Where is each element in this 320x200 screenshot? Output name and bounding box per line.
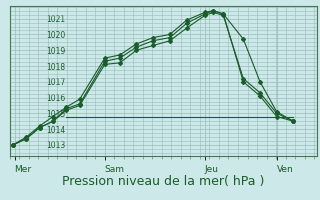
X-axis label: Pression niveau de la mer( hPa ): Pression niveau de la mer( hPa ) — [62, 175, 264, 188]
